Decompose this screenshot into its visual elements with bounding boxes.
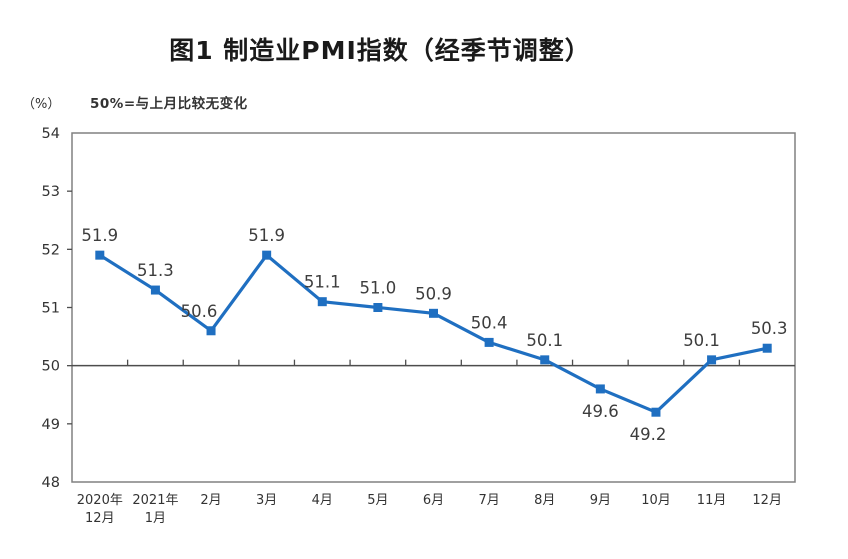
x-axis-label: 12月: [752, 493, 782, 508]
data-point-marker: [95, 250, 105, 260]
y-axis-tick-label: 48: [42, 475, 60, 491]
x-axis-label: 8月: [534, 493, 555, 508]
pmi-line-series: [95, 250, 772, 417]
x-axis-label: 10月: [641, 493, 671, 508]
data-point-marker: [595, 384, 605, 394]
y-axis: 48 49 50 51 52 53 54: [42, 126, 72, 491]
data-label: 50.6: [181, 302, 218, 321]
data-label: 51.3: [137, 261, 174, 280]
x-axis-label: 2020年 12月: [77, 493, 123, 526]
reference-line-note: 50%=与上月比较无变化: [90, 96, 248, 112]
x-axis-label: 4月: [312, 493, 333, 508]
data-label: 51.9: [248, 226, 285, 245]
x-axis-label: 5月: [367, 493, 388, 508]
reference-line-group: [72, 359, 795, 367]
data-point-marker: [206, 326, 216, 336]
data-point-marker: [540, 355, 550, 365]
data-point-marker: [484, 337, 494, 347]
data-label: 50.1: [526, 331, 563, 350]
y-axis-tick-label: 52: [42, 242, 60, 258]
data-label: 50.4: [471, 313, 508, 332]
x-axis-label: 3月: [256, 493, 277, 508]
y-axis-tick-label: 50: [42, 359, 60, 375]
x-axis-label: 2月: [200, 493, 221, 508]
x-axis-labels: 2020年 12月 2021年 1月 2月 3月 4月 5月 6月 7月 8月 9月 10月 11月 12月: [77, 493, 782, 526]
y-axis-tick-label: 54: [42, 126, 60, 142]
y-axis-tick-label: 49: [42, 417, 60, 433]
data-label: 51.1: [304, 273, 341, 292]
data-label: 50.3: [751, 319, 788, 338]
data-label: 50.9: [415, 284, 452, 303]
x-axis-label: 11月: [697, 493, 727, 508]
chart-title: 图1 制造业PMI指数（经季节调整）: [169, 36, 591, 65]
data-point-marker: [317, 297, 327, 307]
x-axis-label: 9月: [590, 493, 611, 508]
data-point-marker: [707, 355, 717, 365]
data-label: 50.1: [683, 331, 720, 350]
data-point-marker: [429, 308, 438, 318]
data-point-marker: [651, 407, 661, 417]
data-point-marker: [373, 303, 383, 312]
data-labels: 51.9 51.3 50.6 51.9 51.1 51.0 50.9 50.4 50.1 49.6…: [81, 226, 787, 444]
y-axis-unit-label: （%）: [22, 97, 61, 112]
data-point-marker: [262, 250, 272, 260]
y-axis-tick-label: 51: [42, 301, 60, 317]
x-axis-label: 7月: [478, 493, 499, 508]
series-line: [98, 253, 769, 414]
data-point-marker: [150, 285, 160, 295]
data-label: 51.0: [360, 279, 397, 298]
x-axis-label: 6月: [423, 493, 444, 508]
x-axis-label: 2021年 1月: [132, 493, 178, 526]
data-label: 49.2: [630, 425, 667, 444]
data-label: 51.9: [81, 226, 118, 245]
y-axis-tick-label: 53: [42, 184, 60, 200]
data-point-marker: [762, 343, 772, 353]
data-label: 49.6: [582, 402, 619, 421]
